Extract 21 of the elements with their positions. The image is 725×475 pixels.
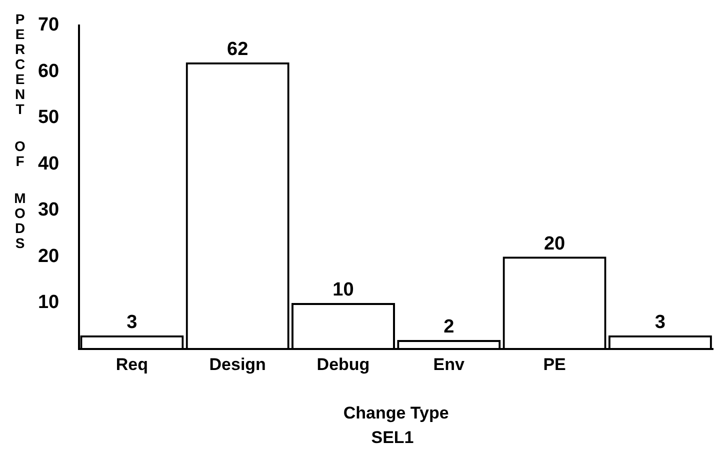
x-tick-label: Debug	[316, 355, 370, 374]
x-tick-label: Env	[433, 355, 466, 374]
x-tick-label: PE	[543, 355, 566, 374]
data-label: 2	[444, 316, 454, 338]
data-label: 3	[126, 312, 138, 334]
x-tick-label: Design	[209, 355, 266, 374]
y-tick-label: 20	[38, 246, 60, 267]
y-tick-label: 40	[38, 153, 60, 174]
text: SEL1	[370, 428, 415, 448]
x-tick-label: Req	[116, 355, 148, 374]
data-label: 62	[227, 39, 248, 60]
data-label: 3	[654, 312, 666, 334]
y-tick-label: 10	[38, 292, 60, 314]
y-tick-label: 60	[38, 60, 60, 82]
data-label: 10	[332, 280, 354, 301]
y-tick-label: 30	[38, 200, 60, 221]
data-label: 20	[544, 233, 566, 254]
text: PERCENT OF MODS	[14, 11, 26, 251]
x-axis-title: Change Type	[343, 403, 449, 422]
y-tick-label: 50	[38, 107, 60, 128]
y-tick-label: 70	[38, 14, 60, 36]
